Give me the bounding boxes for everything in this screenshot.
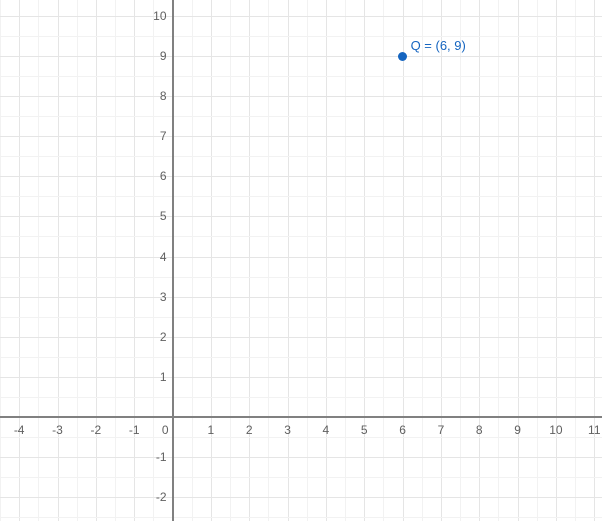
gridline-h-major [0, 497, 602, 498]
x-tick-label: 2 [234, 423, 264, 437]
gridline-h-major [0, 16, 602, 17]
y-tick-label: -1 [137, 450, 167, 464]
y-tick-label: -2 [137, 490, 167, 504]
gridline-v-major [518, 0, 519, 521]
gridline-h-major [0, 457, 602, 458]
gridline-v-major [403, 0, 404, 521]
gridline-v-major [594, 0, 595, 521]
gridline-v-minor [230, 0, 231, 521]
gridline-v-major [441, 0, 442, 521]
gridline-v-major [96, 0, 97, 521]
gridline-h-major [0, 136, 602, 137]
x-tick-label: 7 [426, 423, 456, 437]
gridline-h-minor [0, 477, 602, 478]
gridline-h-minor [0, 36, 602, 37]
y-tick-label: 1 [137, 370, 167, 384]
gridline-h-major [0, 56, 602, 57]
gridline-v-minor [575, 0, 576, 521]
gridline-v-minor [192, 0, 193, 521]
x-tick-label: 9 [503, 423, 533, 437]
gridline-h-minor [0, 397, 602, 398]
coordinate-plane: -4-3-2-101234567891011-2-112345678910Q =… [0, 0, 602, 521]
gridline-h-minor [0, 317, 602, 318]
gridline-v-minor [460, 0, 461, 521]
gridline-v-major [288, 0, 289, 521]
gridline-v-minor [537, 0, 538, 521]
gridline-v-minor [0, 0, 1, 521]
gridline-v-minor [38, 0, 39, 521]
gridline-v-major [249, 0, 250, 521]
gridline-v-major [479, 0, 480, 521]
gridline-v-minor [422, 0, 423, 521]
gridline-h-major [0, 176, 602, 177]
point-label-Q: Q = (6, 9) [411, 38, 466, 53]
y-tick-label: 7 [137, 129, 167, 143]
gridline-h-major [0, 377, 602, 378]
gridline-v-major [556, 0, 557, 521]
x-tick-label: 0 [139, 423, 169, 437]
x-tick-label: -2 [81, 423, 111, 437]
x-tick-label: 3 [273, 423, 303, 437]
gridline-h-minor [0, 357, 602, 358]
gridline-v-major [211, 0, 212, 521]
gridline-h-major [0, 297, 602, 298]
gridline-v-minor [307, 0, 308, 521]
gridline-v-minor [115, 0, 116, 521]
gridline-h-major [0, 96, 602, 97]
gridline-h-minor [0, 156, 602, 157]
gridline-h-minor [0, 196, 602, 197]
gridline-h-minor [0, 236, 602, 237]
y-tick-label: 2 [137, 330, 167, 344]
gridline-v-major [364, 0, 365, 521]
x-tick-label: 5 [349, 423, 379, 437]
gridline-h-minor [0, 76, 602, 77]
gridline-h-minor [0, 437, 602, 438]
x-tick-label: -4 [4, 423, 34, 437]
gridline-v-minor [77, 0, 78, 521]
y-tick-label: 5 [137, 209, 167, 223]
x-tick-label: 6 [388, 423, 418, 437]
x-tick-label: -3 [43, 423, 73, 437]
gridline-v-minor [498, 0, 499, 521]
point-Q[interactable] [398, 52, 407, 61]
gridline-v-major [326, 0, 327, 521]
y-tick-label: 8 [137, 89, 167, 103]
x-tick-label: 10 [541, 423, 571, 437]
gridline-h-minor [0, 277, 602, 278]
gridline-v-major [58, 0, 59, 521]
gridline-v-minor [268, 0, 269, 521]
gridline-h-minor [0, 517, 602, 518]
x-tick-label: 1 [196, 423, 226, 437]
gridline-h-major [0, 257, 602, 258]
gridline-v-major [134, 0, 135, 521]
x-tick-label: 11 [579, 423, 602, 437]
x-tick-label: 4 [311, 423, 341, 437]
gridline-h-minor [0, 116, 602, 117]
x-axis [0, 416, 602, 418]
gridline-v-minor [345, 0, 346, 521]
y-tick-label: 4 [137, 250, 167, 264]
y-axis [172, 0, 174, 521]
gridline-h-major [0, 337, 602, 338]
y-tick-label: 6 [137, 169, 167, 183]
gridline-v-major [19, 0, 20, 521]
x-tick-label: 8 [464, 423, 494, 437]
y-tick-label: 3 [137, 290, 167, 304]
gridline-v-minor [383, 0, 384, 521]
y-tick-label: 9 [137, 49, 167, 63]
gridline-h-major [0, 216, 602, 217]
y-tick-label: 10 [137, 9, 167, 23]
